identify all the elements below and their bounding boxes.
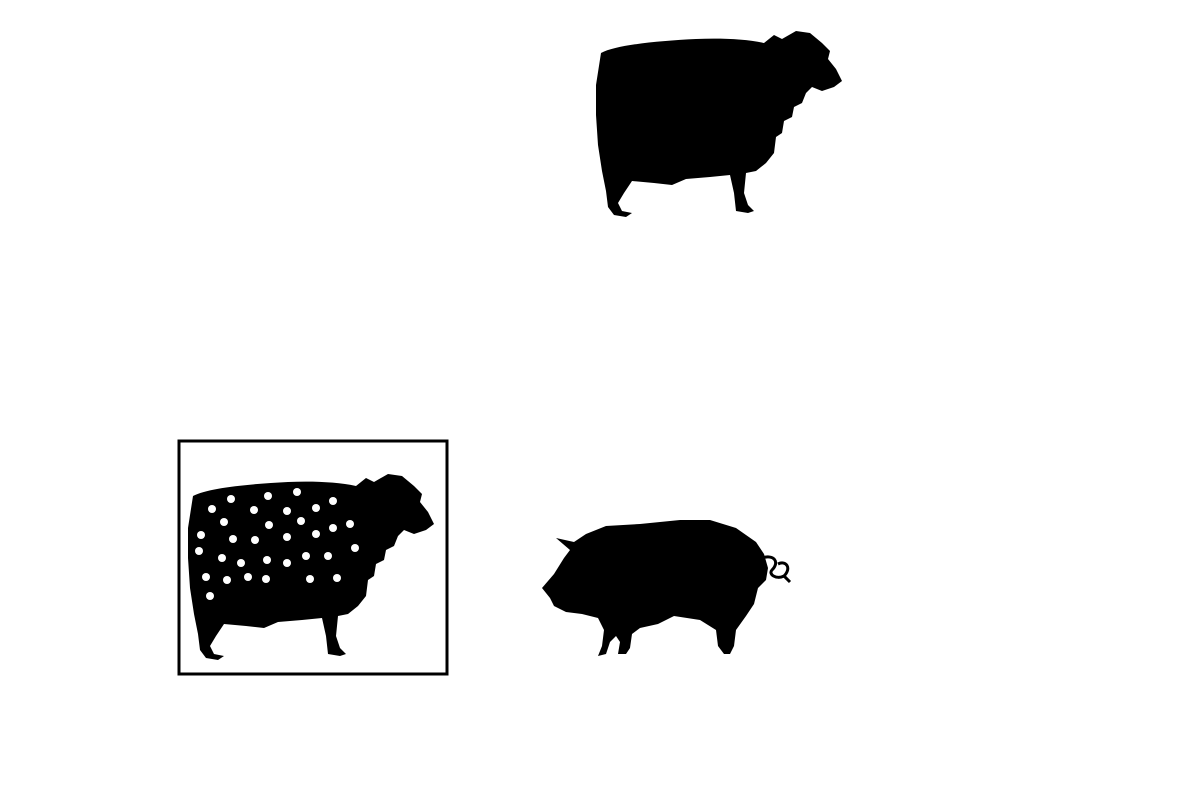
white-dots-pattern <box>195 488 359 600</box>
sheep-icon <box>188 474 434 660</box>
selection-frame <box>177 439 449 676</box>
sheep-icon <box>596 31 842 217</box>
pig-icon <box>540 518 792 658</box>
choice-dotted-sheep[interactable] <box>177 439 449 676</box>
choice-pig[interactable] <box>540 518 792 658</box>
